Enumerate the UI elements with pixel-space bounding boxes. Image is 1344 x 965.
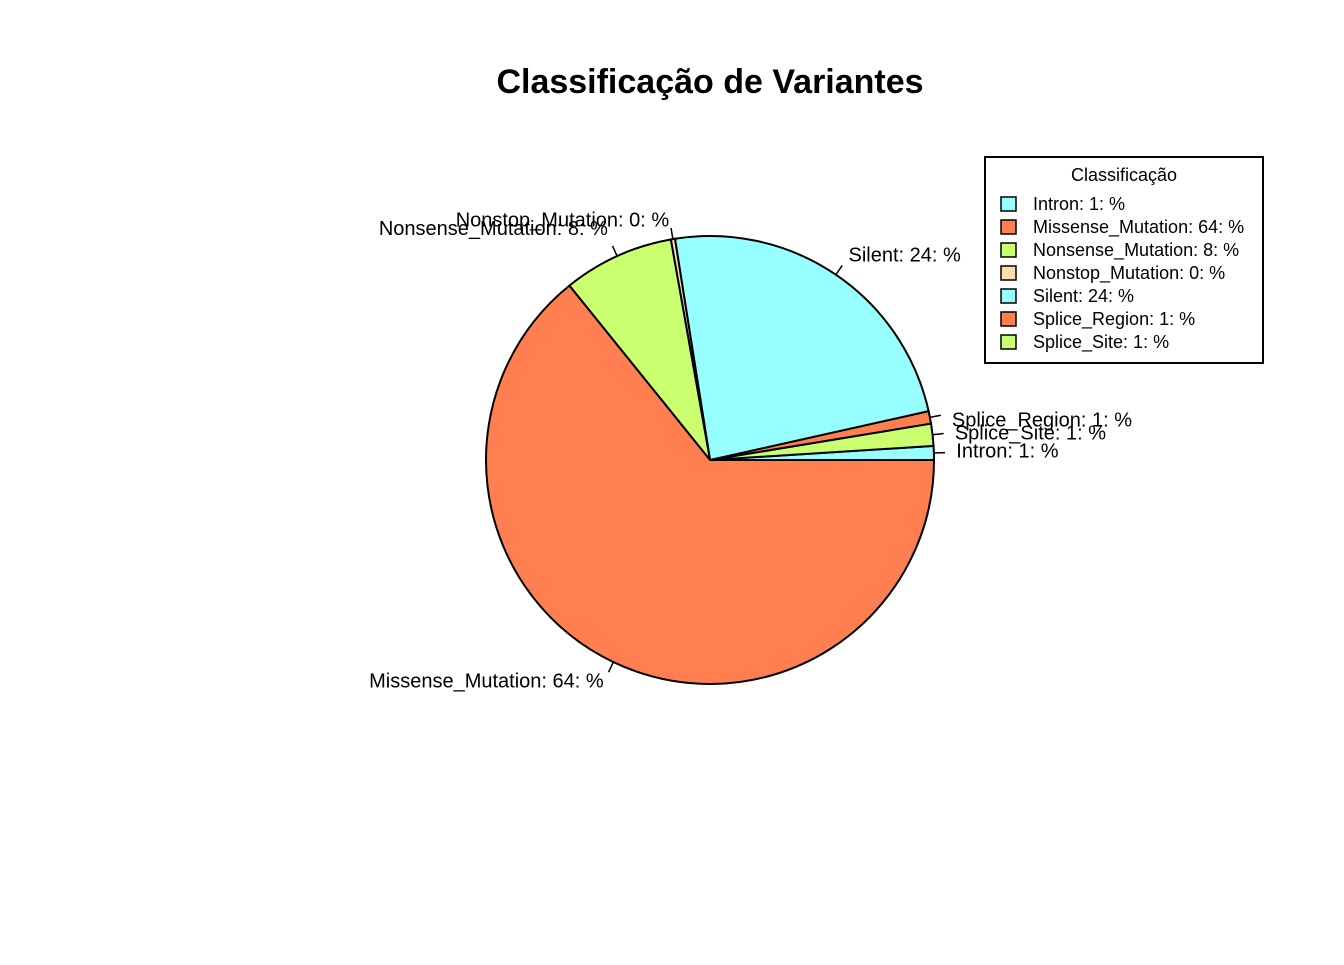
legend-label: Intron: 1: % — [1033, 194, 1125, 214]
slice-label: Missense_Mutation: 64: % — [369, 671, 604, 693]
slice-label: Silent: 24: % — [848, 244, 961, 266]
legend-swatch — [1001, 220, 1016, 234]
legend-swatch — [1001, 289, 1016, 303]
pie-slices — [486, 236, 934, 684]
slice-label: Splice_Region: 1: % — [952, 409, 1132, 431]
chart-title: Classificação de Variantes — [496, 63, 923, 101]
legend-label: Missense_Mutation: 64: % — [1033, 217, 1244, 238]
slice-label-tick — [671, 228, 673, 239]
slice-label-tick — [930, 415, 941, 417]
legend-label: Splice_Region: 1: % — [1033, 309, 1195, 330]
slice-label-tick — [933, 433, 944, 434]
slice-label-tick — [613, 246, 618, 256]
legend-label: Splice_Site: 1: % — [1033, 332, 1169, 353]
legend-swatch — [1001, 312, 1016, 326]
legend-label: Nonstop_Mutation: 0: % — [1033, 263, 1225, 284]
legend-label: Silent: 24: % — [1033, 286, 1134, 306]
slice-label-tick — [609, 662, 614, 672]
legend-swatch — [1001, 197, 1016, 211]
slice-label: Nonsense_Mutation: 8: % — [379, 218, 608, 240]
legend-swatch — [1001, 335, 1016, 349]
legend-title: Classificação — [1071, 165, 1177, 185]
slice-label-tick — [836, 265, 842, 274]
legend-swatch — [1001, 243, 1016, 257]
legend: Classificação Intron: 1: % Missense_Mutat… — [985, 157, 1263, 363]
legend-swatch — [1001, 266, 1016, 280]
legend-label: Nonsense_Mutation: 8: % — [1033, 240, 1239, 261]
